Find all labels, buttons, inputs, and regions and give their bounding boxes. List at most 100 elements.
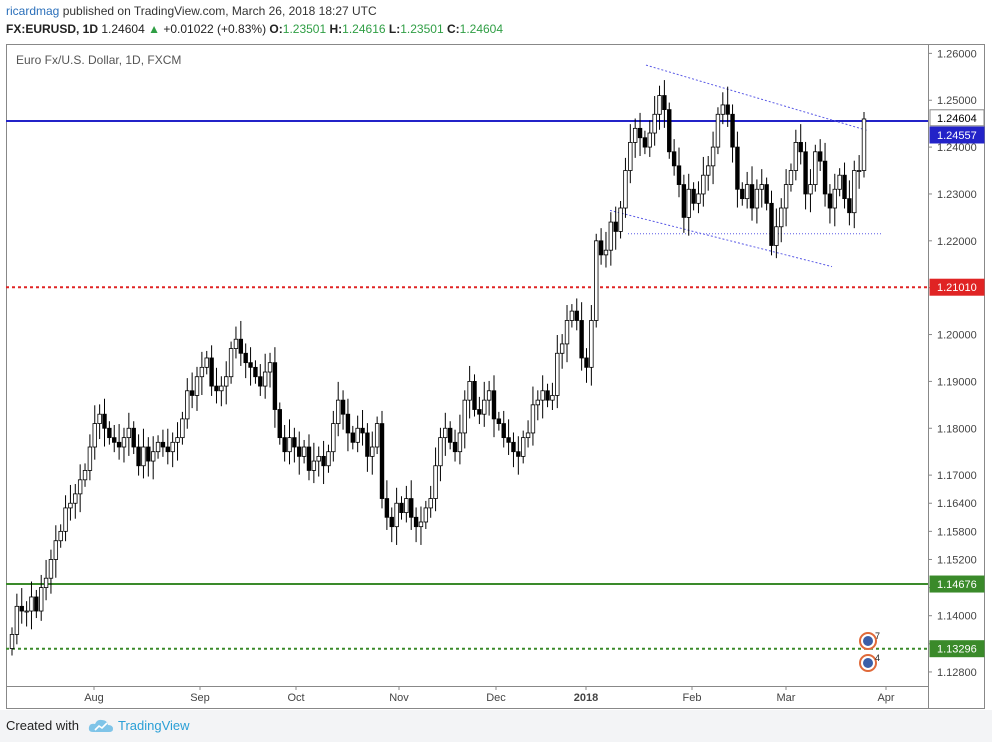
chart-header: ricardmag published on TradingView.com, … [0, 0, 992, 44]
candle-body [793, 142, 799, 171]
candle-body [68, 502, 73, 509]
candle-body [199, 366, 205, 378]
tradingview-cloud-icon [88, 719, 113, 732]
candle-body [856, 170, 862, 172]
y-tick-label: 1.15800 [937, 526, 977, 538]
candle-body [691, 188, 696, 204]
last-price-label: 1.24604 [937, 113, 977, 125]
green-level-label: 1.14676 [937, 579, 977, 591]
candle-body [720, 104, 726, 115]
candle-body [530, 404, 536, 434]
y-tick-label: 1.24000 [937, 142, 977, 154]
candle-body [822, 160, 828, 195]
candle-body [214, 385, 219, 392]
candle-body [852, 170, 857, 214]
y-tick-label: 1.12800 [937, 667, 977, 679]
candle-body [769, 202, 774, 246]
candle-body [452, 441, 458, 453]
candle-body [817, 151, 823, 162]
candle-body [603, 249, 609, 256]
last-price-label-bg [929, 109, 985, 127]
x-tick-label: Mar [777, 692, 796, 704]
candle-body [43, 577, 49, 588]
candle-body [579, 320, 584, 359]
price-chart[interactable]: Euro Fx/U.S. Dollar, 1D, FXCM 1.26000 1.2… [6, 44, 985, 709]
candle-body [428, 498, 433, 509]
candle-body [238, 338, 244, 354]
green-dotted-level-label-bg [929, 640, 985, 658]
candle-body [803, 151, 808, 195]
candle-body [189, 390, 195, 396]
candle-body [82, 470, 88, 481]
candle-body [306, 446, 312, 471]
y-tick-label: 1.18000 [937, 423, 977, 435]
green-level-label-bg [929, 575, 985, 593]
candle-body [418, 521, 424, 528]
candle-body [224, 376, 229, 387]
candle-body [681, 184, 687, 218]
candle-body [632, 127, 638, 143]
candle-body [121, 437, 127, 448]
candle-body [491, 390, 497, 420]
low-value: 1.23501 [400, 22, 444, 36]
y-tick-label: 1.22000 [937, 236, 977, 248]
candle-body [155, 441, 161, 453]
candle-body [516, 451, 521, 457]
candle-body [827, 193, 833, 209]
y-tick-label: 1.20000 [937, 330, 977, 342]
candle-body [676, 165, 682, 185]
candle-body [365, 432, 370, 457]
y-tick-label: 1.25000 [937, 95, 977, 107]
up-arrow-icon: ▲ [148, 22, 160, 36]
candle-body [535, 399, 541, 406]
candle-body [642, 137, 648, 148]
candle-body [477, 409, 482, 415]
high-value: 1.24616 [342, 22, 386, 36]
candle-body [798, 142, 803, 153]
price-change: +0.01022 (+0.83%) [163, 22, 267, 36]
x-tick-label: Feb [683, 692, 702, 704]
blue-level-label: 1.24557 [937, 130, 977, 142]
candle-body [160, 441, 166, 448]
candle-body [24, 610, 29, 613]
candle-body [384, 498, 390, 518]
candle-body [808, 184, 813, 195]
candle-body [331, 423, 336, 453]
blue-level-label-bg [929, 126, 985, 144]
open-label: O: [269, 22, 283, 36]
candle-body [277, 409, 282, 439]
candle-body [618, 207, 623, 232]
candle-body [423, 507, 429, 523]
created-with-text: Created with [6, 718, 79, 733]
chart-area[interactable]: Euro Fx/U.S. Dollar, 1D, FXCM 1.26000 1.2… [6, 44, 985, 709]
candle-body [185, 390, 190, 420]
candle-body [399, 502, 404, 514]
y-tick-label: 1.14000 [937, 611, 977, 623]
candle-body [667, 109, 672, 153]
candle-body [107, 427, 112, 439]
candle-body [301, 446, 307, 457]
candle-body [150, 451, 156, 462]
candle-body [355, 427, 360, 443]
candle-body [613, 221, 618, 232]
candle-body [813, 151, 818, 185]
candle-body [501, 423, 506, 439]
candle-body [462, 399, 467, 434]
green-dotted-level-label: 1.13296 [937, 644, 977, 656]
candle-body [861, 118, 867, 171]
y-tick-label: 1.15200 [937, 554, 977, 566]
author-link[interactable]: ricardmag [6, 4, 60, 18]
ohlc-line: FX:EURUSD, 1D 1.24604 ▲ +0.01022 (+0.83%… [6, 22, 503, 36]
candle-body [335, 399, 341, 424]
candle-body [623, 170, 628, 209]
y-tick-label: 1.23000 [937, 189, 977, 201]
candle-body [311, 460, 317, 471]
candle-body [350, 432, 355, 443]
candle-body [832, 188, 837, 209]
candle-body [735, 146, 740, 190]
candle-body [779, 207, 784, 228]
candle-body [511, 441, 516, 453]
candle-body [228, 348, 234, 378]
candle-body [53, 540, 59, 560]
candle-body [258, 376, 263, 387]
